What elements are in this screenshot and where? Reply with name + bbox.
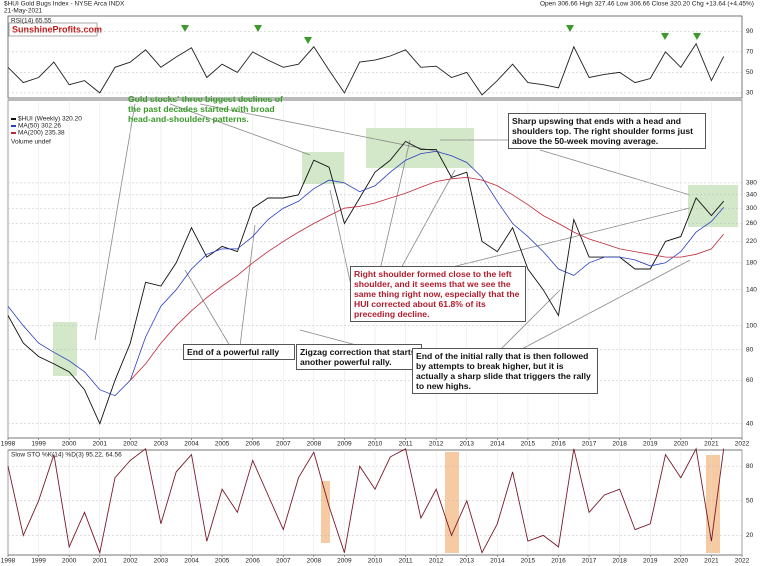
y-tick-label: 50 [746, 497, 754, 504]
x-tick-label: 2000 [62, 558, 77, 565]
x-tick-label: 2002 [123, 441, 138, 448]
x-tick-label: 2010 [368, 558, 383, 565]
x-tick-label: 2005 [215, 558, 230, 565]
y-tick-label: 300 [746, 205, 757, 212]
annotation: Right shoulder formed close to the left … [350, 266, 526, 322]
y-tick-label: 100 [746, 322, 757, 329]
y-tick-label: 30 [746, 90, 754, 97]
panel-frame [7, 15, 743, 99]
rsi-arrows [181, 25, 701, 44]
x-tick-label: 2007 [276, 441, 291, 448]
legend-swatch [11, 132, 16, 134]
annotation: Sharp upswing that ends with a head and … [508, 113, 706, 149]
x-tick-label: 1999 [31, 558, 46, 565]
y-tick-label: 380 [746, 180, 757, 187]
line-series [7, 447, 725, 555]
x-tick-label: 2016 [551, 558, 566, 565]
x-tick-label: 1998 [1, 441, 16, 448]
x-tick-label: 2020 [674, 441, 689, 448]
annotation: Zigzag correction that starts another po… [296, 344, 422, 370]
x-tick-label: 2003 [154, 441, 169, 448]
line-series [7, 42, 725, 96]
y-tick-label: 80 [746, 346, 754, 353]
pointer-lines [94, 103, 691, 351]
legend-entry: MA(50) 302.26 [18, 123, 61, 130]
x-tick-label: 2019 [643, 441, 658, 448]
x-tick-label: 2004 [184, 441, 199, 448]
y-tick-label: 80 [746, 463, 754, 470]
chart-title: $HUI Gold Bugs Index - NYSE Arca INDX [4, 1, 125, 8]
y-tick-label: 50 [746, 69, 754, 76]
x-tick-label: 2017 [582, 441, 597, 448]
legend-entry: $HUI (Weekly) 320.20 [18, 116, 82, 123]
annotation: Gold stocks' three biggest declines of t… [128, 94, 283, 124]
x-tick-label: 2013 [460, 558, 475, 565]
legend-swatch [11, 125, 16, 127]
y-tick-label: 260 [746, 220, 757, 227]
x-tick-label: 1998 [1, 558, 16, 565]
annotation: End of a powerful rally [183, 344, 295, 360]
y-tick-label: 180 [746, 260, 757, 267]
x-tick-label: 2012 [429, 558, 444, 565]
y-tick-label: 70 [746, 49, 754, 56]
x-tick-label: 2001 [93, 558, 108, 565]
annotation: End of the initial rally that is then fo… [412, 348, 598, 394]
y-tick-label: 140 [746, 286, 757, 293]
y-tick-label: 220 [746, 238, 757, 245]
x-tick-label: 2002 [123, 558, 138, 565]
x-tick-label: 2015 [521, 558, 536, 565]
x-tick-label: 2018 [612, 441, 627, 448]
x-tick-label: 2022 [735, 558, 750, 565]
x-tick-label: 2008 [307, 441, 322, 448]
x-tick-label: 2000 [62, 441, 77, 448]
x-tick-label: 2011 [399, 558, 413, 565]
x-tick-label: 2016 [551, 441, 566, 448]
chart-date: 21-May-2021 [4, 8, 43, 15]
y-tick-label: 60 [746, 377, 754, 384]
x-tick-label: 2009 [337, 441, 352, 448]
panel-title: RSI(14) 65.55 [11, 18, 52, 25]
legend-swatch [11, 118, 16, 120]
x-tick-label: 2011 [399, 441, 413, 448]
x-tick-label: 2006 [245, 441, 260, 448]
logo-box [8, 22, 98, 37]
x-tick-label: 2005 [215, 441, 230, 448]
y-tick-label: 340 [746, 192, 757, 199]
x-tick-label: 2001 [93, 441, 108, 448]
y-tick-label: 20 [746, 532, 754, 539]
x-tick-label: 2013 [460, 441, 475, 448]
x-tick-label: 2019 [643, 558, 658, 565]
x-tick-label: 1999 [31, 441, 46, 448]
x-tick-label: 2004 [184, 558, 199, 565]
x-tick-label: 2014 [490, 441, 505, 448]
x-tick-label: 2006 [245, 558, 260, 565]
line-series [130, 176, 725, 381]
x-tick-label: 2012 [429, 441, 444, 448]
x-tick-label: 2014 [490, 558, 505, 565]
x-tick-label: 2009 [337, 558, 352, 565]
x-tick-label: 2020 [674, 558, 689, 565]
x-tick-label: 2021 [704, 441, 719, 448]
x-tick-label: 2010 [368, 441, 383, 448]
x-tick-label: 2007 [276, 558, 291, 565]
panel-title: Slow STO %K(14) %D(3) 95.22, 64.56 [11, 452, 122, 459]
panel-title: Volume undef [11, 139, 51, 146]
x-tick-label: 2018 [612, 558, 627, 565]
y-tick-label: 90 [746, 28, 754, 35]
legend-entry: MA(200) 235.38 [18, 130, 65, 137]
y-tick-label: 40 [746, 420, 754, 427]
x-tick-label: 2015 [521, 441, 536, 448]
quote: Open 306.66 High 327.46 Low 306.66 Close… [540, 1, 754, 8]
logo: SunshineProfits.com [12, 24, 102, 34]
x-tick-label: 2008 [307, 558, 322, 565]
x-tick-label: 2021 [704, 558, 719, 565]
line-series [7, 150, 725, 397]
x-tick-label: 2003 [154, 558, 169, 565]
x-tick-label: 2017 [582, 558, 597, 565]
x-tick-label: 2022 [735, 441, 750, 448]
